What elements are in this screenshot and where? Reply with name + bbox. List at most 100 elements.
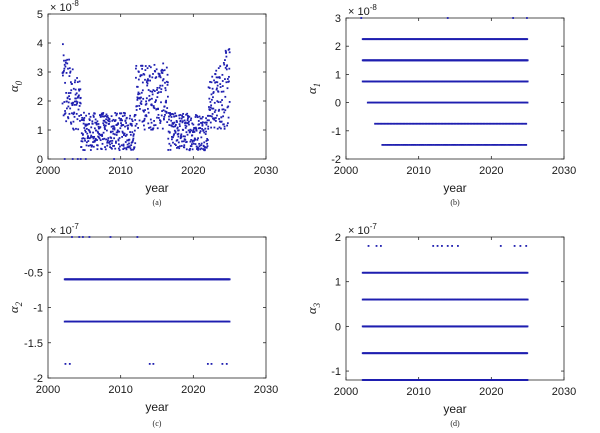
data-point: [82, 137, 85, 140]
data-point: [156, 127, 159, 130]
data-point: [144, 78, 146, 81]
data-point: [215, 69, 218, 72]
data-point: [65, 91, 68, 94]
data-point: [132, 134, 135, 137]
data-point: [78, 89, 81, 92]
y-tick-label: 0: [37, 154, 43, 166]
data-point: [66, 62, 69, 65]
data-point: [128, 117, 131, 120]
data-point: [94, 139, 97, 142]
data-point: [219, 65, 222, 68]
data-point: [525, 122, 528, 125]
data-point: [136, 105, 138, 107]
data-point: [200, 117, 203, 120]
data-point: [436, 245, 439, 247]
data-point: [196, 114, 198, 117]
data-point: [96, 139, 98, 141]
data-point: [182, 116, 185, 118]
data-point: [514, 144, 516, 146]
data-point: [161, 68, 163, 71]
data-point: [448, 144, 451, 146]
data-point: [489, 101, 492, 104]
data-point: [167, 81, 169, 84]
data-point: [191, 140, 194, 143]
data-point: [503, 101, 506, 104]
data-point: [178, 125, 181, 128]
data-point: [190, 139, 193, 141]
data-point: [447, 101, 450, 104]
data-point: [499, 144, 502, 146]
data-point: [93, 140, 96, 143]
data-point: [73, 100, 76, 103]
data-point: [161, 110, 163, 112]
data-point: [212, 91, 215, 93]
data-point: [391, 101, 394, 104]
data-point: [498, 144, 500, 146]
data-point: [116, 129, 119, 132]
data-point: [155, 108, 158, 111]
data-point: [168, 131, 171, 134]
data-point: [456, 101, 459, 104]
data-point: [171, 122, 174, 124]
data-point: [510, 144, 513, 146]
data-point: [395, 101, 398, 104]
data-point: [176, 121, 178, 123]
data-point: [108, 118, 111, 121]
data-point: [207, 125, 210, 128]
data-point: [147, 78, 149, 81]
data-point: [420, 122, 423, 125]
data-point: [440, 101, 442, 104]
data-point: [208, 119, 210, 122]
data-point: [91, 136, 94, 138]
data-point: [217, 90, 220, 93]
data-point: [158, 73, 161, 75]
data-point: [70, 89, 73, 92]
data-point: [170, 116, 173, 118]
data-point: [384, 101, 386, 104]
data-point: [380, 101, 382, 104]
data-point: [454, 101, 457, 104]
data-point: [103, 119, 106, 122]
data-point: [526, 101, 529, 104]
data-point: [474, 144, 476, 146]
data-point: [382, 122, 385, 125]
data-point: [194, 143, 197, 145]
data-point: [464, 101, 467, 104]
data-point: [205, 117, 207, 120]
data-point: [194, 116, 197, 118]
data-point: [134, 119, 137, 121]
data-point: [121, 119, 124, 122]
data-point: [385, 101, 388, 104]
data-point: [475, 144, 478, 146]
data-point: [430, 101, 433, 104]
data-point: [154, 70, 157, 73]
data-point: [72, 87, 75, 90]
data-point: [109, 146, 112, 148]
data-point: [64, 65, 67, 68]
data-point: [213, 117, 215, 120]
data-point: [200, 136, 203, 139]
data-point: [157, 117, 160, 119]
data-point: [160, 101, 162, 104]
data-point: [126, 143, 129, 146]
data-point: [140, 91, 143, 94]
data-point: [221, 99, 223, 101]
y-tick-label: 2: [37, 96, 43, 108]
data-point: [79, 88, 82, 91]
data-point: [183, 146, 186, 149]
data-point: [141, 89, 144, 92]
data-point: [78, 115, 81, 117]
data-point: [101, 135, 104, 137]
data-point: [520, 101, 523, 104]
data-point: [407, 101, 410, 104]
data-point: [63, 59, 65, 62]
data-point: [84, 129, 86, 132]
data-point: [500, 101, 502, 104]
data-point: [71, 158, 74, 160]
data-point: [92, 131, 94, 134]
data-point: [165, 111, 168, 114]
data-point: [90, 145, 93, 148]
data-point: [429, 101, 432, 104]
data-point: [453, 101, 456, 104]
data-point: [63, 63, 66, 66]
